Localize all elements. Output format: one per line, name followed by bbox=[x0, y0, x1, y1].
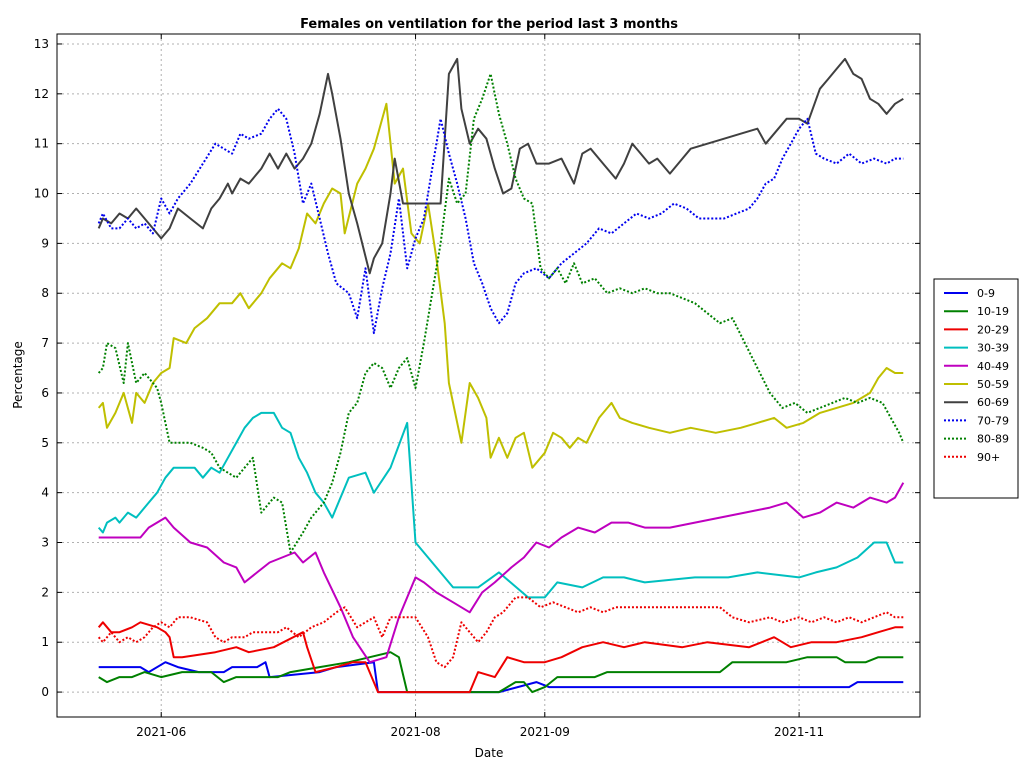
y-tick-label: 8 bbox=[41, 286, 49, 300]
legend: 0-9 10-19 20-29 30-39 40-49 50-59 60-69 70-79 80… bbox=[933, 278, 1019, 499]
series-line-50-59 bbox=[97, 102, 904, 469]
series-line-20-29 bbox=[97, 621, 904, 694]
x-tick-label: 2021-09 bbox=[520, 725, 570, 739]
series-layer bbox=[97, 57, 905, 694]
plot-frame bbox=[56, 33, 921, 718]
y-tick-label: 4 bbox=[41, 486, 49, 500]
series-line-70-79 bbox=[97, 107, 904, 335]
y-tick-label: 3 bbox=[41, 536, 49, 550]
legend-label: 60-69 bbox=[977, 396, 1009, 409]
x-axis-ticks: 2021-06 2021-08 2021-09 2021-11 bbox=[136, 34, 824, 739]
legend-label: 0-9 bbox=[977, 287, 995, 300]
legend-label: 80-89 bbox=[977, 433, 1009, 446]
y-tick-label: 11 bbox=[34, 137, 49, 151]
y-tick-label: 0 bbox=[41, 685, 49, 699]
x-axis-label: Date bbox=[475, 746, 504, 760]
series-line-10-19 bbox=[98, 651, 904, 694]
y-tick-label: 1 bbox=[41, 635, 49, 649]
y-tick-label: 12 bbox=[34, 87, 49, 101]
series-line-40-49 bbox=[98, 482, 905, 664]
x-tick-label: 2021-08 bbox=[390, 725, 440, 739]
legend-label: 50-59 bbox=[977, 378, 1009, 391]
y-axis-label: Percentage bbox=[11, 341, 25, 409]
legend-label: 40-49 bbox=[977, 360, 1009, 373]
series-line-80-89 bbox=[97, 72, 905, 554]
legend-label: 20-29 bbox=[977, 323, 1009, 336]
y-tick-label: 6 bbox=[41, 386, 49, 400]
y-tick-label: 13 bbox=[34, 37, 49, 51]
y-tick-label: 2 bbox=[41, 585, 49, 599]
x-tick-label: 2021-11 bbox=[774, 725, 824, 739]
legend-label: 90+ bbox=[977, 451, 1000, 464]
legend-label: 30-39 bbox=[977, 342, 1009, 355]
series-line-90+ bbox=[97, 596, 904, 669]
legend-box bbox=[933, 278, 1019, 499]
legend-label: 10-19 bbox=[977, 305, 1009, 318]
y-tick-label: 7 bbox=[41, 336, 49, 350]
legend-label: 70-79 bbox=[977, 414, 1009, 427]
x-tick-label: 2021-06 bbox=[136, 725, 186, 739]
chart-title: Females on ventilation for the period la… bbox=[300, 17, 678, 32]
series-line-60-69 bbox=[97, 57, 904, 275]
y-tick-label: 5 bbox=[41, 436, 49, 450]
y-tick-label: 10 bbox=[34, 187, 49, 201]
y-tick-label: 9 bbox=[41, 236, 49, 250]
